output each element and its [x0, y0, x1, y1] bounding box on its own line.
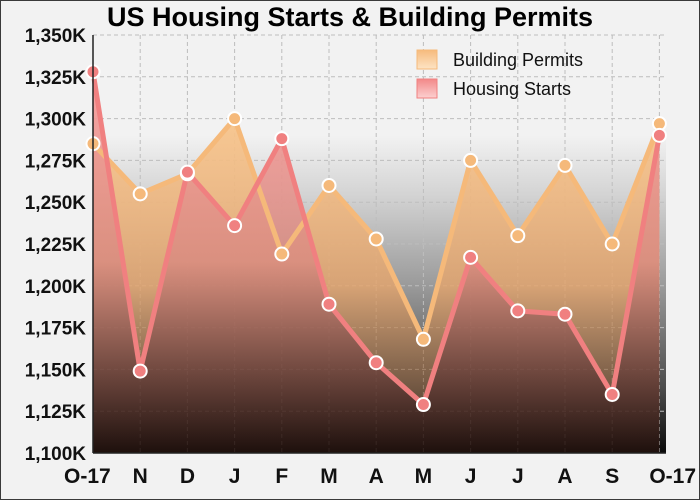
- legend-label: Building Permits: [453, 50, 583, 70]
- y-tick-label: 1,300K: [25, 110, 87, 131]
- axes: 1,100K 1,125K 1,150K 1,175K 1,200K 1,225K 1,25…: [25, 26, 696, 488]
- x-tick-label: A: [369, 465, 384, 488]
- x-tick-label: J: [512, 465, 524, 488]
- marker-building-permits: [604, 236, 620, 252]
- x-tick-label: S: [605, 465, 619, 488]
- x-tick-label: N: [133, 465, 148, 488]
- marker-housing-starts: [321, 296, 337, 312]
- area-housing-starts: [93, 71, 660, 454]
- x-tick-label: J: [229, 465, 241, 488]
- x-tick-label: O-17: [64, 465, 111, 488]
- marker-housing-starts: [227, 218, 243, 234]
- marker-building-permits: [463, 152, 479, 168]
- legend: Building Permits Housing Starts: [416, 49, 583, 99]
- marker-building-permits: [415, 331, 431, 347]
- legend-label: Housing Starts: [453, 79, 571, 99]
- legend-swatch: [416, 49, 438, 70]
- marker-housing-starts: [604, 386, 620, 402]
- marker-building-permits: [227, 111, 243, 127]
- x-tick-label: D: [180, 465, 195, 488]
- marker-housing-starts: [415, 397, 431, 413]
- x-tick-label: M: [320, 465, 338, 488]
- marker-housing-starts: [132, 363, 148, 379]
- y-tick-label: 1,200K: [25, 277, 87, 298]
- marker-building-permits: [368, 231, 384, 247]
- series-areas: [93, 71, 660, 454]
- marker-building-permits: [274, 246, 290, 262]
- x-tick-label: A: [557, 465, 572, 488]
- y-tick-label: 1,325K: [25, 68, 87, 89]
- chart-title: US Housing Starts & Building Permits: [106, 2, 594, 32]
- marker-building-permits: [321, 177, 337, 193]
- x-tick-label: O-17: [649, 465, 696, 488]
- marker-housing-starts: [179, 164, 195, 180]
- y-tick-label: 1,100K: [25, 444, 87, 465]
- y-tick-label: 1,250K: [25, 193, 87, 214]
- y-tick-label: 1,275K: [25, 151, 87, 172]
- x-tick-label: F: [275, 465, 288, 488]
- y-tick-label: 1,225K: [25, 235, 87, 256]
- marker-housing-starts: [651, 127, 667, 143]
- y-tick-label: 1,150K: [25, 360, 87, 381]
- marker-housing-starts: [274, 131, 290, 147]
- marker-building-permits: [510, 228, 526, 244]
- y-tick-label: 1,350K: [25, 26, 87, 47]
- marker-housing-starts: [368, 355, 384, 371]
- x-tick-label: J: [465, 465, 477, 488]
- marker-building-permits: [557, 157, 573, 173]
- y-tick-label: 1,125K: [25, 402, 87, 423]
- series-markers: [85, 64, 667, 413]
- y-tick-label: 1,175K: [25, 319, 87, 340]
- legend-swatch: [416, 78, 438, 99]
- marker-housing-starts: [557, 306, 573, 322]
- marker-housing-starts: [463, 249, 479, 265]
- marker-building-permits: [132, 186, 148, 202]
- x-tick-label: M: [415, 465, 433, 488]
- marker-housing-starts: [510, 303, 526, 319]
